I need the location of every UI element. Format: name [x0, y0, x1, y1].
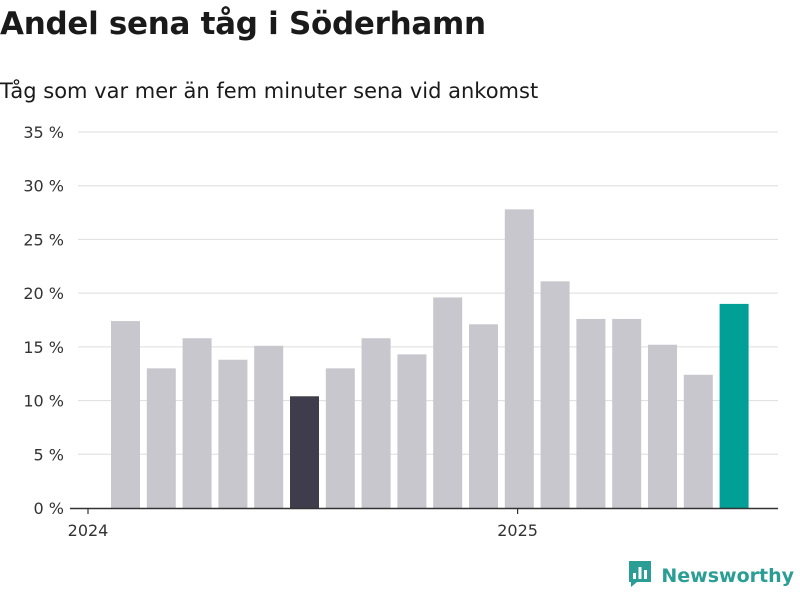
bar — [612, 318, 642, 508]
bar — [397, 354, 427, 508]
bar — [325, 368, 355, 508]
bar — [218, 359, 248, 508]
bar — [433, 297, 463, 508]
bar — [254, 345, 284, 508]
y-tick-label: 30 % — [23, 177, 64, 196]
bar — [146, 368, 176, 508]
x-tick-label: 2024 — [68, 521, 109, 540]
y-tick-label: 35 % — [23, 123, 64, 142]
bar — [469, 324, 498, 508]
brand-logo: Newsworthy — [627, 560, 794, 592]
y-tick-label: 10 % — [23, 392, 64, 411]
y-tick-label: 5 % — [34, 445, 64, 464]
bar — [648, 344, 677, 508]
bar — [111, 321, 140, 508]
y-tick-label: 0 % — [34, 499, 64, 518]
newsworthy-logo-icon — [627, 560, 653, 592]
bar — [719, 303, 749, 508]
bar — [290, 396, 319, 508]
brand-name: Newsworthy — [661, 565, 794, 587]
y-tick-label: 25 % — [23, 230, 64, 249]
bar — [182, 338, 212, 508]
chart-title: Andel sena tåg i Söderhamn — [0, 6, 486, 42]
bar — [540, 281, 570, 508]
x-tick-label: 2025 — [497, 521, 538, 540]
chart-subtitle: Tåg som var mer än fem minuter sena vid … — [0, 79, 539, 103]
bar — [683, 374, 713, 508]
bar — [504, 209, 534, 508]
y-tick-label: 15 % — [23, 338, 64, 357]
bar — [361, 338, 391, 508]
bar — [576, 318, 606, 508]
y-tick-label: 20 % — [23, 284, 64, 303]
